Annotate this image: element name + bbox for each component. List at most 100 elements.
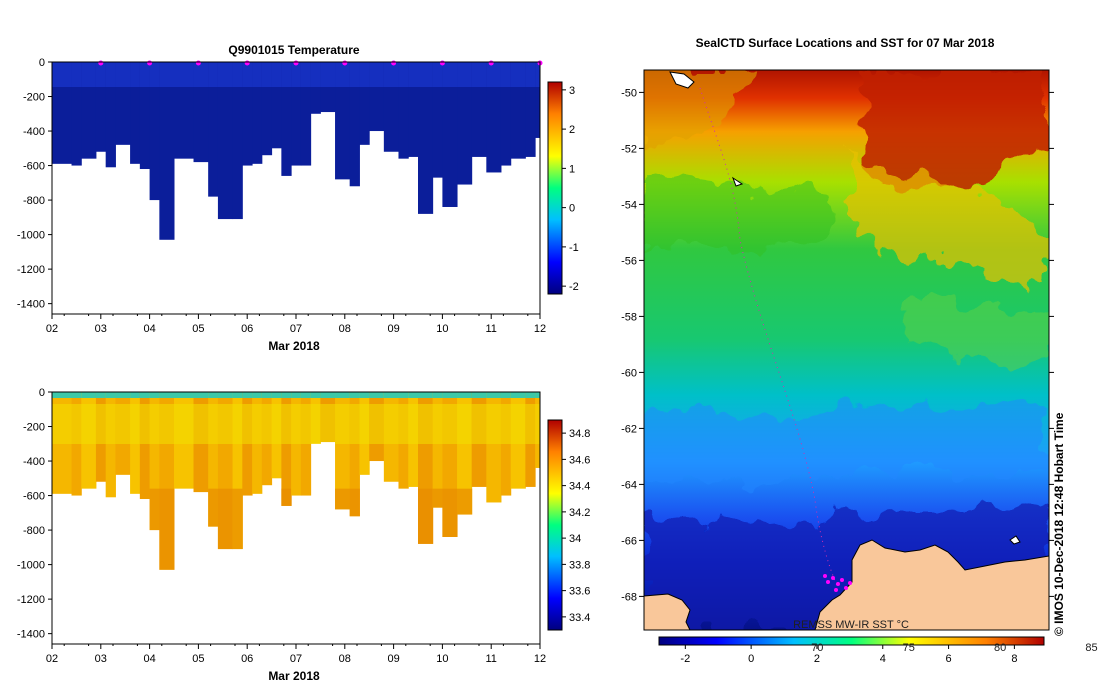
salinity-profile-column [149,392,160,531]
salinity-upper-layer [535,404,540,444]
salinity-surface-layer [457,392,473,398]
salinity-surface-layer [486,392,502,398]
temperature-surface-layer [52,62,73,87]
sst-fahrenheit-label: 80 [994,642,1006,654]
salinity-upper-layer [418,404,434,444]
surface-marker [342,60,348,66]
salinity-deep-layer [349,488,360,517]
salinity-profile-column [432,392,443,508]
temperature-surface-layer [369,62,385,87]
salinity-upper-layer [271,404,282,444]
temperature-surface-layer [310,62,321,87]
temperature-surface-layer [261,62,273,87]
surface-marker [244,60,250,66]
temperature-surface-layer [149,62,160,87]
temperature-surface-layer [281,62,292,87]
salinity-deep-layer [457,488,473,515]
colorbar-tick-label: 34 [569,533,581,545]
x-tick-label: 03 [95,323,107,335]
salinity-surface-layer [383,392,399,398]
surface-location-point [826,580,830,584]
salinity-deep-layer [232,488,243,550]
salinity-y-axis: 0 -200 -400 -600 -800 -1000 -1200 -1400 [17,387,52,641]
y-tick-label: -800 [23,195,45,207]
salinity-surface-layer [349,392,360,398]
temperature-surface-layer [217,62,234,87]
sst-fahrenheit-label: 75 [903,642,915,654]
temperature-profile-column [525,62,536,157]
y-tick-label: -1200 [17,594,45,606]
salinity-upper-layer [510,404,526,444]
temperature-profile-column [432,62,443,178]
colorbar-tick-label: 1 [569,163,575,175]
salinity-upper-layer [52,404,73,444]
latitude-tick-label: -50 [621,87,637,99]
seal-surface-locations [823,574,852,592]
temperature-profile-column [208,62,219,197]
temperature-profile-column [193,62,209,163]
salinity-profile-column [139,392,151,500]
temperature-profile-column [252,62,263,164]
temperature-profile-column [149,62,160,201]
x-tick-label: 05 [192,653,204,665]
x-tick-label: 12 [534,653,546,665]
temperature-surface-layer [418,62,434,87]
temperature-surface-layer [471,62,487,87]
salinity-surface-layer [71,392,82,398]
temperature-x-label: Mar 2018 [268,339,320,353]
salinity-surface-layer [525,392,536,398]
salinity-surface-layer [115,392,131,398]
temperature-section-panel: Q9901015 Temperature 0 -200 -400 -600 -800 -1… [17,43,579,353]
salinity-upper-layer [81,404,97,444]
temperature-profile-column [130,62,141,164]
sst-warm-region [860,70,1049,191]
temperature-profile-column [95,62,107,152]
x-tick-label: 03 [95,653,107,665]
surface-marker [195,60,201,66]
salinity-upper-layer [95,404,107,444]
west-land-mass [644,593,691,630]
temperature-x-axis: 02 03 04 05 06 07 08 09 10 11 12 [46,314,546,335]
salinity-deep-layer [159,488,175,570]
surface-marker [391,60,397,66]
small-island [1009,535,1021,545]
colorbar-tick-label: 34.4 [569,481,590,493]
colorbar-tick-label: 33.8 [569,559,590,571]
salinity-upper-layer [300,404,312,444]
temperature-profile-column [217,62,234,220]
temperature-profile-column [281,62,292,176]
salinity-surface-layer [95,392,107,398]
colorbar-tick-label: 34.2 [569,507,590,519]
sst-fahrenheit-label: 70 [811,642,823,654]
temperature-surface-layer [510,62,526,87]
salinity-surface-layer [369,392,385,398]
latitude-tick-label: -58 [621,311,637,323]
temperature-profile-column [291,62,302,166]
temperature-surface-layer [349,62,360,87]
x-tick-label: 10 [436,323,448,335]
salinity-surface-layer [291,392,302,398]
x-tick-label: 02 [46,323,58,335]
temperature-profile-column [349,62,360,187]
x-tick-label: 06 [241,323,253,335]
surface-marker [147,60,153,66]
colorbar-tick-label: 33.4 [569,612,590,624]
sst-map-panel: SealCTD Surface Locations and SST for 07… [621,36,1098,665]
temperature-profile-column [105,62,116,168]
x-tick-label: 07 [290,653,302,665]
latitude-tick-label: -56 [621,255,637,267]
salinity-surface-layer [408,392,419,398]
salinity-upper-layer [159,404,175,444]
surface-location-point [836,582,840,586]
colorbar-tick-label: 34.6 [569,454,590,466]
temperature-profile-column [71,62,82,166]
sst-blue-band [644,400,1049,485]
x-tick-label: 02 [46,653,58,665]
salinity-surface-layer [442,392,458,398]
salinity-upper-layer [432,404,443,444]
temperature-surface-layer [432,62,443,87]
temperature-surface-layer [300,62,312,87]
salinity-upper-layer [208,404,219,444]
map-frame [643,69,1050,631]
temperature-surface-layer [208,62,219,87]
